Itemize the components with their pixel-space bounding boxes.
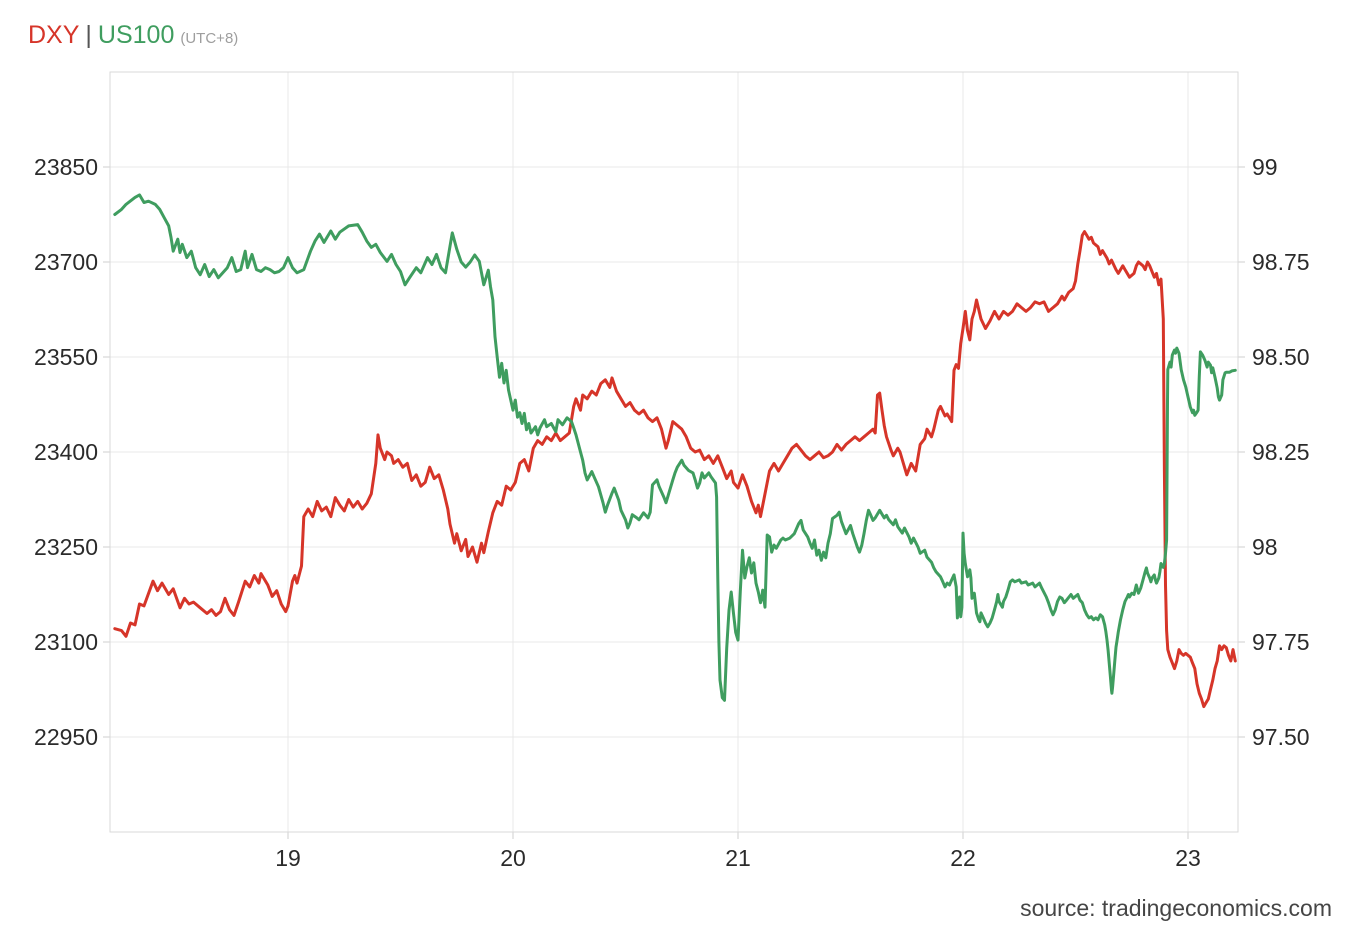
left-axis-label: 23850 (34, 154, 98, 180)
x-axis-label: 23 (1175, 845, 1201, 871)
timezone-label: (UTC+8) (180, 30, 239, 47)
left-axis-label: 23400 (34, 439, 98, 465)
chart-line-us100[interactable] (113, 193, 1237, 702)
left-axis-label: 23550 (34, 344, 98, 370)
right-axis-label: 98.50 (1252, 344, 1310, 370)
x-axis-label: 22 (950, 845, 976, 871)
x-axis-label: 19 (275, 845, 301, 871)
left-axis-label: 23700 (34, 249, 98, 275)
plot-border (109, 71, 1239, 833)
title-separator: | (85, 21, 92, 49)
left-axis-label: 22950 (34, 724, 98, 750)
right-axis-label: 98 (1252, 534, 1278, 560)
chart-line-dxy[interactable] (113, 230, 1237, 709)
x-axis-label: 21 (725, 845, 751, 871)
left-axis-label: 23100 (34, 629, 98, 655)
chart-title: DXY | US100 (UTC+8) (28, 20, 238, 54)
source-attribution[interactable]: source: tradingeconomics.com (1020, 895, 1332, 921)
symbol-dxy-label[interactable]: DXY (28, 21, 80, 49)
right-axis-label: 99 (1252, 154, 1278, 180)
x-axis-label: 20 (500, 845, 526, 871)
right-axis-label: 97.75 (1252, 629, 1310, 655)
right-axis-label: 98.25 (1252, 439, 1310, 465)
symbol-us100-label[interactable]: US100 (97, 21, 175, 49)
right-axis-label: 97.50 (1252, 724, 1310, 750)
right-axis-label: 98.75 (1252, 249, 1310, 275)
left-axis-label: 23250 (34, 534, 98, 560)
